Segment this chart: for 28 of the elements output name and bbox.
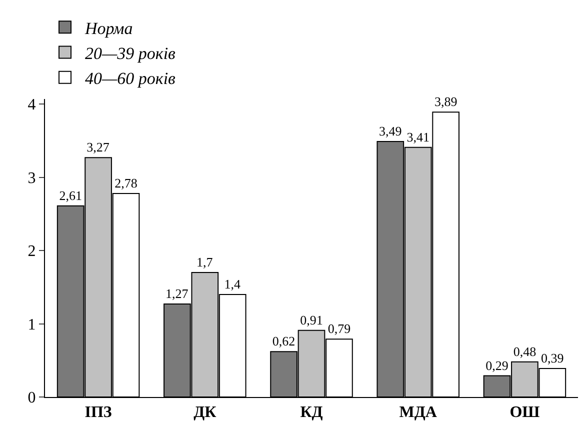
data-label: 3,49 (379, 123, 402, 138)
x-tick-label: КД (300, 404, 323, 422)
y-tick-label: 3 (28, 170, 36, 187)
data-label: 0,79 (328, 321, 351, 336)
data-label: 3,89 (434, 94, 458, 110)
x-tick-label: ІПЗ (84, 404, 112, 422)
data-label: 3,27 (86, 140, 110, 155)
y-tick-label: 0 (28, 390, 36, 407)
data-label: 1,4 (224, 276, 241, 292)
data-label: 2,61 (59, 188, 82, 203)
data-label: 1,27 (166, 286, 189, 302)
legend-label: Норма (84, 18, 133, 38)
data-label: 0,29 (486, 358, 508, 373)
data-label: 0,39 (541, 350, 564, 366)
data-label: 3,41 (406, 129, 430, 144)
y-tick-label: 2 (28, 243, 36, 260)
x-tick-label: ОШ (510, 404, 540, 422)
data-label: 2,78 (114, 175, 138, 190)
data-label: 1,7 (196, 254, 214, 270)
y-tick-label: 1 (28, 316, 36, 334)
data-label: 0,91 (300, 312, 323, 328)
x-tick-label: ДК (194, 404, 217, 422)
data-label: 0,48 (513, 344, 536, 359)
legend-label: 20—39 років (85, 44, 176, 63)
data-label: 0,62 (272, 334, 296, 349)
legend-label: 40—60 років (85, 68, 176, 88)
y-tick-label: 4 (28, 96, 36, 114)
x-tick-label: МДА (399, 404, 438, 422)
